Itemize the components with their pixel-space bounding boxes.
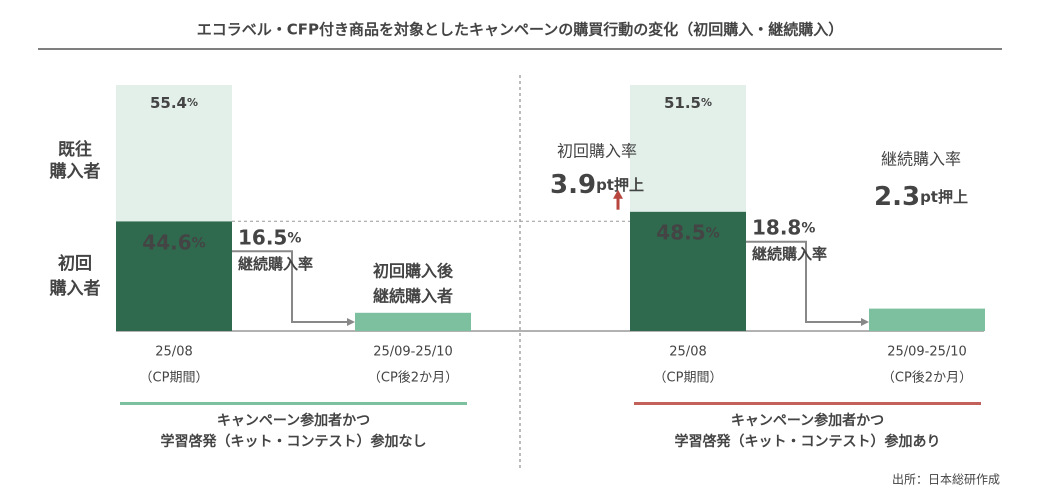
rate-caption: 継続購入率 — [752, 245, 827, 263]
group-label: 学習啓発（キット・コンテスト）参加あり — [675, 433, 941, 450]
x-tick-note: （CP後2か月） — [882, 371, 972, 386]
rate-label: 16.5% — [238, 225, 301, 249]
value-label: 55.4% — [150, 94, 198, 112]
uplift-label: 2.3pt押上 — [874, 182, 968, 212]
bar-caption: 継続購入者 — [373, 287, 453, 306]
uplift-caption: 初回購入率 — [557, 142, 637, 161]
value-label: 48.5% — [656, 220, 719, 244]
value-label: 51.5% — [664, 94, 712, 112]
uplift-caption: 継続購入率 — [881, 150, 961, 169]
group-label: キャンペーン参加者かつ — [217, 412, 370, 429]
group-label: キャンペーン参加者かつ — [731, 412, 884, 429]
value-label: 44.6% — [142, 230, 205, 254]
group-rule — [120, 402, 467, 405]
bar — [869, 308, 985, 331]
row-label: 購入者 — [50, 278, 101, 299]
x-tick-label: 25/08 — [669, 345, 706, 360]
rate-caption: 継続購入率 — [238, 255, 313, 273]
source: 出所：日本総研作成 — [892, 473, 1000, 487]
uplift-arrow-head — [613, 189, 623, 199]
uplift-label: 3.9pt押上 — [550, 170, 644, 200]
row-label: 既往 — [58, 139, 92, 160]
x-tick-label: 25/08 — [155, 345, 192, 360]
x-tick-label: 25/09-25/10 — [373, 345, 453, 360]
x-tick-note: （CP期間） — [140, 371, 209, 386]
bar — [630, 85, 746, 212]
bar — [116, 85, 232, 222]
x-tick-label: 25/09-25/10 — [887, 345, 967, 360]
bar — [355, 312, 471, 331]
x-tick-note: （CP後2か月） — [368, 371, 458, 386]
flow-arrow — [232, 250, 349, 323]
row-label: 購入者 — [50, 161, 101, 182]
arrow-head — [347, 318, 355, 326]
chart-title: エコラベル・CFP付き商品を対象としたキャンペーンの購買行動の変化（初回購入・継… — [197, 21, 844, 39]
x-tick-note: （CP期間） — [654, 371, 723, 386]
arrow-head — [861, 318, 869, 326]
flow-arrow — [746, 240, 863, 323]
group-label: 学習啓発（キット・コンテスト）参加なし — [161, 433, 427, 450]
bar-caption: 初回購入後 — [373, 262, 454, 281]
bar — [116, 221, 232, 331]
group-rule — [634, 402, 981, 405]
row-label: 初回 — [58, 253, 92, 274]
rate-label: 18.8% — [752, 215, 815, 239]
bar — [630, 211, 746, 331]
